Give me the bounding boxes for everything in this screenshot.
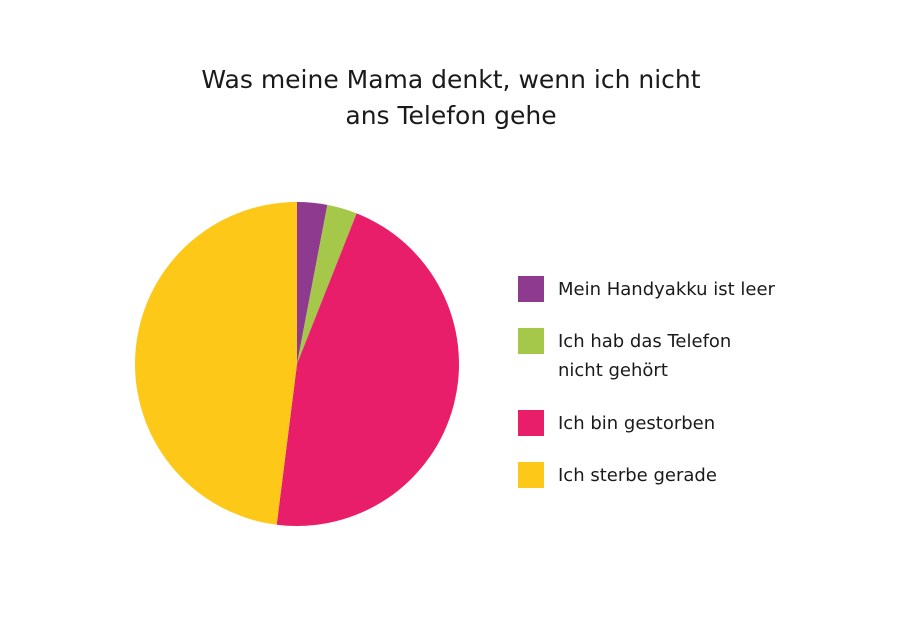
legend-label-gestorben-line-1: Ich bin gestorben bbox=[558, 413, 716, 434]
legend-item-telefon-nicht-gehoert: Ich hab das Telefon nicht gehört bbox=[518, 328, 798, 385]
pie-slice-sterbe-gerade bbox=[134, 202, 297, 525]
legend-label-handyakku-line-1: Mein Handyakku ist leer bbox=[558, 279, 775, 300]
legend-item-handyakku: Mein Handyakku ist leer bbox=[518, 276, 798, 304]
chart-title-line-1: Was meine Mama denkt, wenn ich nicht bbox=[201, 65, 701, 94]
legend-label-telefon-line-1: Ich hab das Telefon bbox=[558, 331, 732, 352]
legend-label-telefon-line-2: nicht gehört bbox=[558, 360, 668, 381]
legend-item-gestorben: Ich bin gestorben bbox=[518, 410, 798, 438]
legend-label-sterbe-gerade: Ich sterbe gerade bbox=[558, 461, 798, 490]
legend-label-sterbe-gerade-line-1: Ich sterbe gerade bbox=[558, 465, 717, 486]
legend-swatch-handyakku bbox=[518, 276, 544, 302]
chart-title: Was meine Mama denkt, wenn ich nicht ans… bbox=[0, 62, 902, 134]
legend-label-handyakku: Mein Handyakku ist leer bbox=[558, 275, 798, 304]
legend-swatch-sterbe-gerade bbox=[518, 462, 544, 488]
pie-slice-handyakku bbox=[297, 202, 328, 364]
chart-title-line-2: ans Telefon gehe bbox=[345, 101, 557, 130]
legend-swatch-telefon-nicht-gehoert bbox=[518, 328, 544, 354]
legend-label-gestorben: Ich bin gestorben bbox=[558, 409, 798, 438]
pie-slices bbox=[134, 202, 460, 526]
pie-slice-telefon-nicht-gehoert bbox=[297, 204, 357, 364]
legend-swatch-gestorben bbox=[518, 410, 544, 436]
legend-item-sterbe-gerade: Ich sterbe gerade bbox=[518, 462, 798, 490]
pie-slice-gestorben bbox=[276, 213, 460, 526]
legend-label-telefon-nicht-gehoert: Ich hab das Telefon nicht gehört bbox=[558, 327, 798, 385]
